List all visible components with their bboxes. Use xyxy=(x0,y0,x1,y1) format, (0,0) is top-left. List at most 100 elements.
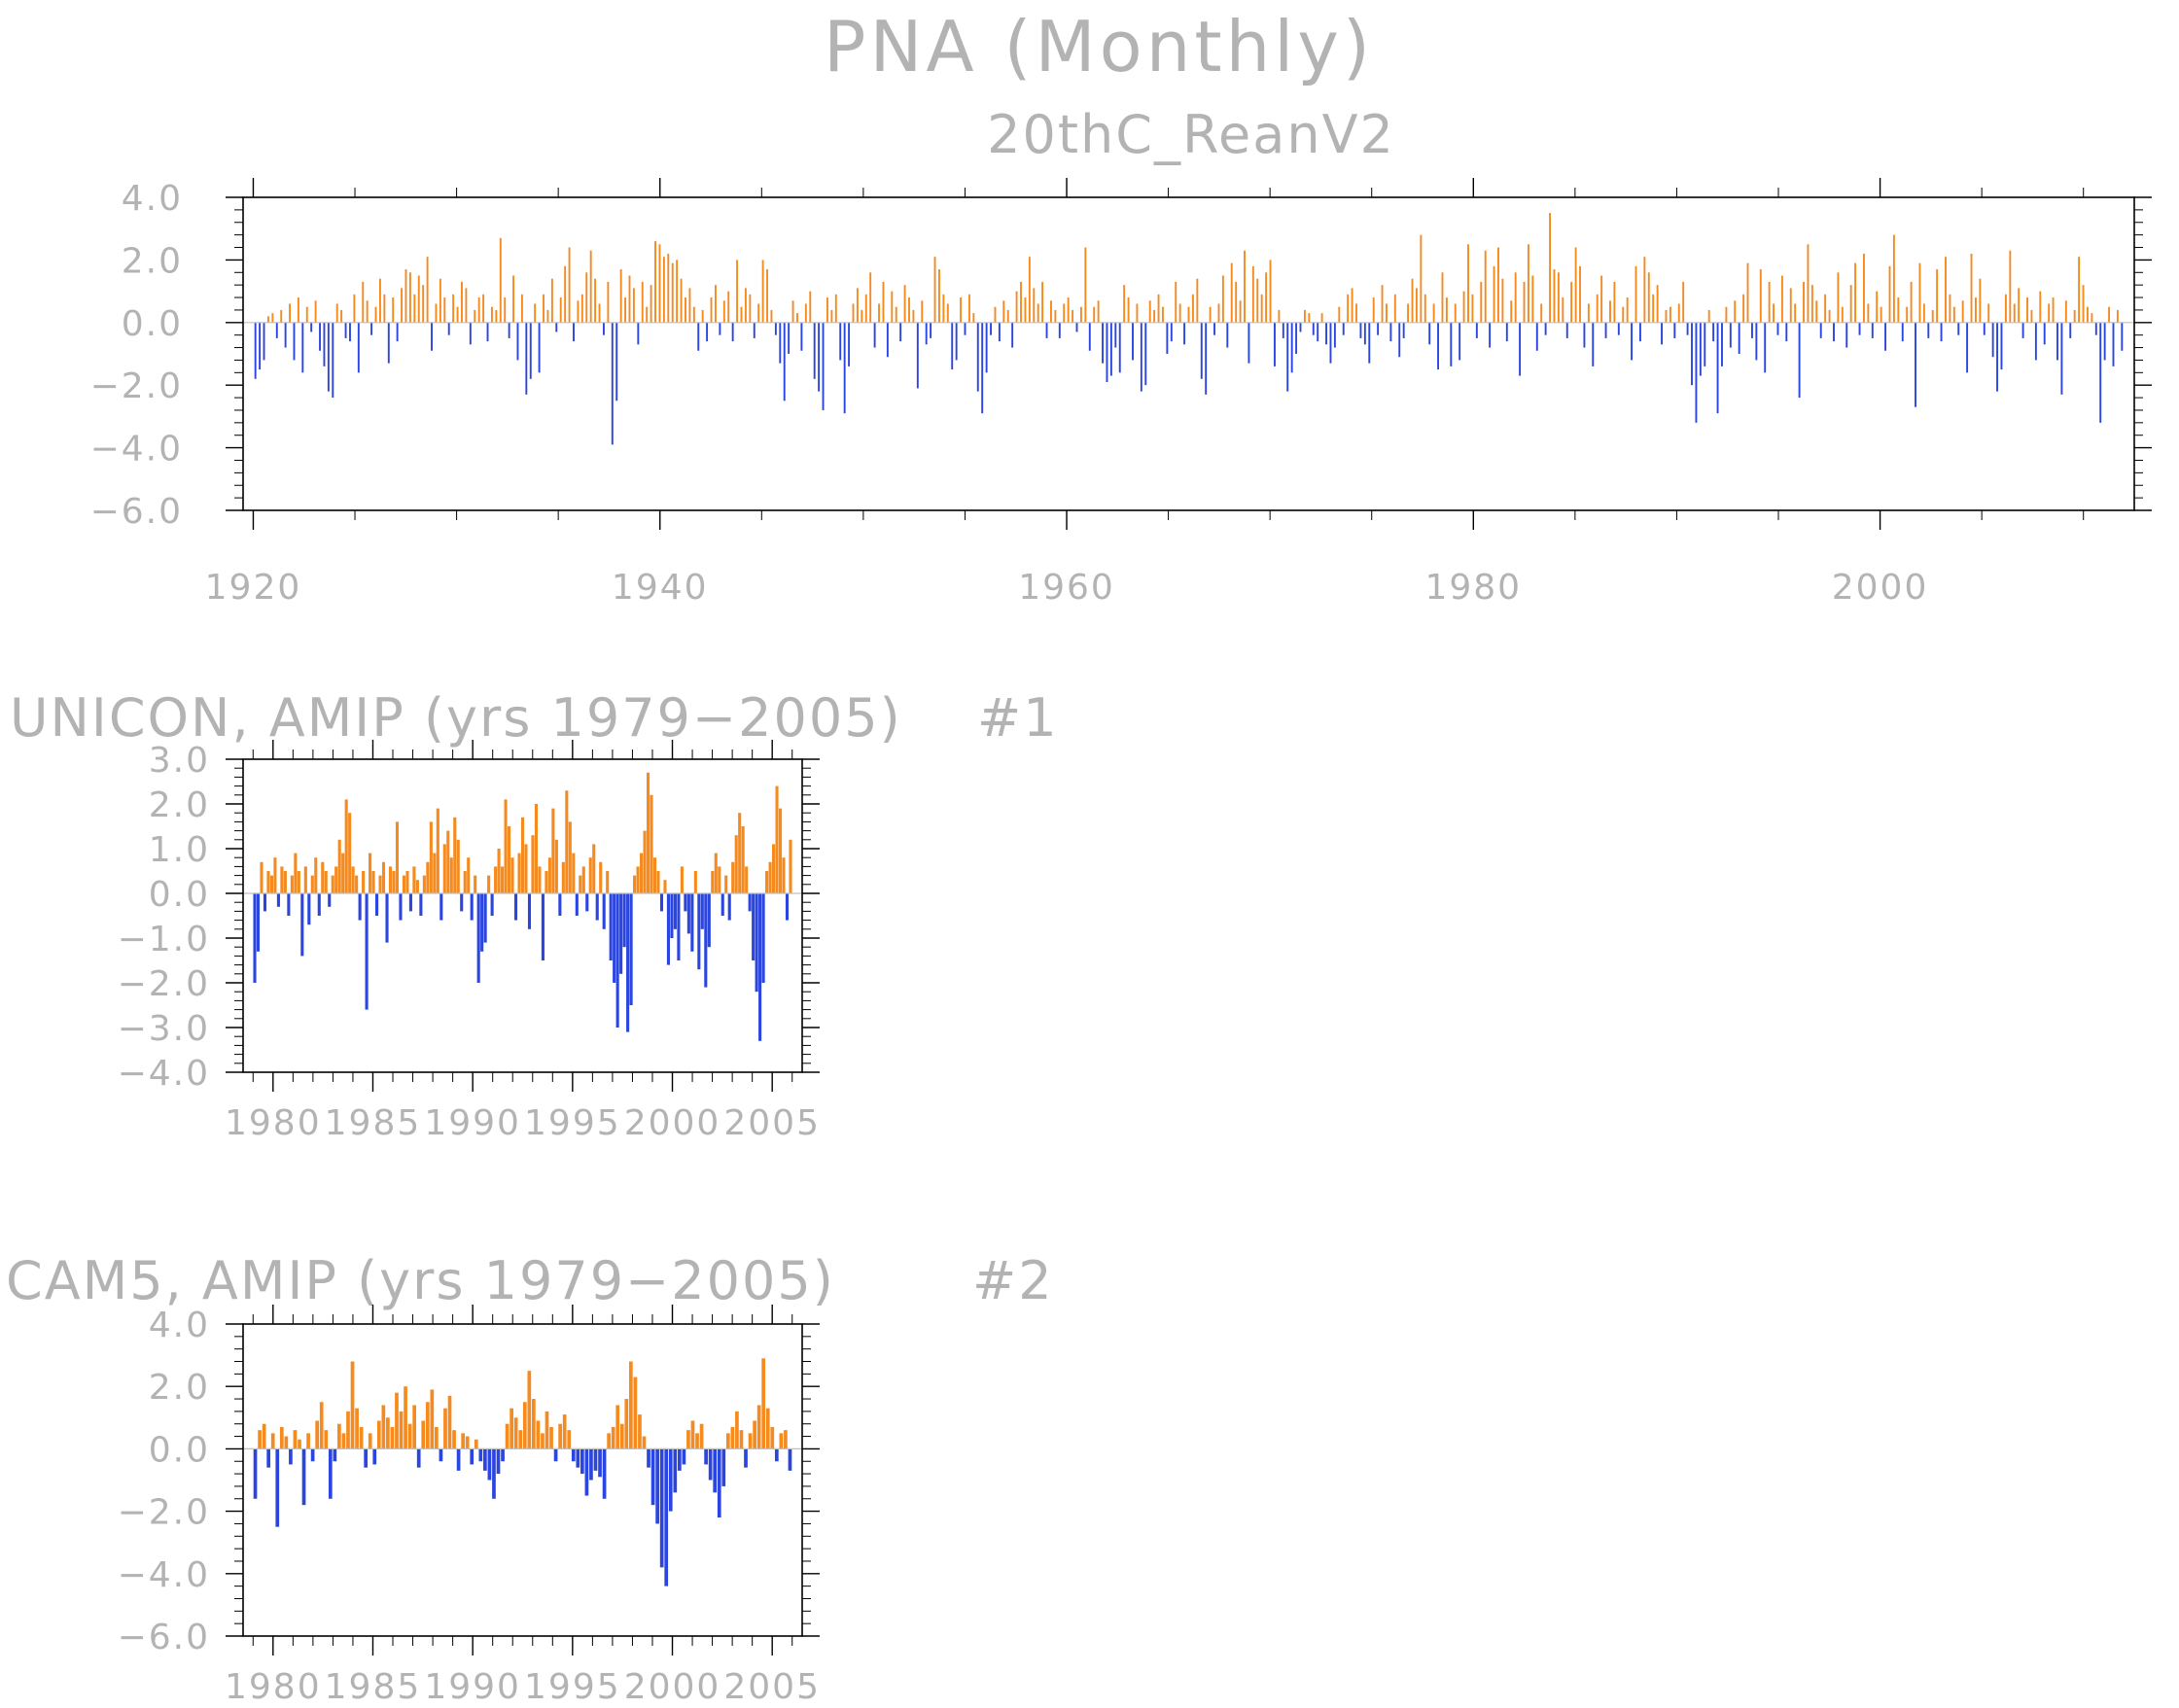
bar-positive xyxy=(461,1433,465,1449)
bar-positive xyxy=(1209,306,1212,323)
bar-positive xyxy=(449,857,453,893)
bar-positive xyxy=(641,281,644,323)
bar-negative xyxy=(387,322,390,364)
bar-positive xyxy=(369,853,372,893)
bar-negative xyxy=(1776,322,1779,335)
bar-negative xyxy=(752,893,756,960)
bar-positive xyxy=(547,857,551,893)
bar-positive xyxy=(1922,303,1925,323)
bar-positive xyxy=(362,871,366,893)
bar-positive xyxy=(946,303,949,323)
bar-negative xyxy=(408,893,412,912)
bar-positive xyxy=(378,875,382,893)
bar-positive xyxy=(321,861,325,893)
bar-positive xyxy=(324,1430,329,1449)
bar-positive xyxy=(404,1386,407,1449)
x-tick-label: 2005 xyxy=(723,1667,821,1707)
bar-positive xyxy=(1634,265,1637,323)
bar-negative xyxy=(1132,322,1134,361)
bar-negative xyxy=(2000,322,2003,370)
bar-positive xyxy=(532,1399,536,1449)
bar-positive xyxy=(351,866,355,893)
bar-negative xyxy=(704,1448,708,1465)
bar-positive xyxy=(1824,294,1827,323)
bar-negative xyxy=(275,322,278,338)
bar-positive xyxy=(545,1411,549,1449)
bar-positive xyxy=(1828,309,1831,323)
panel-2-number: #2 xyxy=(972,1250,1054,1311)
y-tick-label: 4.0 xyxy=(122,179,183,219)
bar-negative xyxy=(263,893,267,912)
bar-positive xyxy=(782,857,786,893)
bar-positive xyxy=(1794,303,1797,323)
bar-positive xyxy=(994,306,997,323)
bar-positive xyxy=(334,866,338,893)
bar-positive xyxy=(770,309,773,323)
bar-positive xyxy=(549,1426,553,1449)
bar-negative xyxy=(1785,322,1788,342)
bar-positive xyxy=(619,269,622,323)
bar-negative xyxy=(684,893,687,912)
bar-negative xyxy=(843,322,846,414)
bar-positive xyxy=(791,300,794,323)
bar-positive xyxy=(293,1430,298,1449)
bar-positive xyxy=(1050,300,1052,323)
bar-positive xyxy=(1656,285,1659,323)
bar-positive xyxy=(426,257,429,323)
bar-positive xyxy=(1803,281,1805,323)
bar-negative xyxy=(1927,322,1930,338)
bar-negative xyxy=(1274,322,1276,366)
bar-positive xyxy=(938,269,940,323)
bar-negative xyxy=(293,322,296,361)
bar-negative xyxy=(344,322,347,338)
bar-negative xyxy=(1363,322,1366,345)
bar-positive xyxy=(834,294,837,323)
figure-subtitle: 20thC_ReanV2 xyxy=(987,104,1395,165)
bar-negative xyxy=(1833,322,1835,342)
bar-negative xyxy=(2069,322,2072,338)
bar-negative xyxy=(1544,322,1547,335)
bar-positive xyxy=(474,309,476,323)
bar-positive xyxy=(412,1405,416,1449)
bar-positive xyxy=(607,1433,611,1449)
bar-positive xyxy=(435,303,438,323)
bar-negative xyxy=(469,322,472,345)
bar-positive xyxy=(714,853,718,893)
bar-negative xyxy=(1106,322,1108,382)
bar-positive xyxy=(1734,300,1737,323)
bar-positive xyxy=(1523,281,1526,323)
bar-positive xyxy=(1652,294,1655,323)
bar-positive xyxy=(1338,306,1341,323)
bar-positive xyxy=(676,260,679,323)
bar-positive xyxy=(903,285,906,323)
bar-positive xyxy=(2108,306,2111,323)
bar-negative xyxy=(301,322,304,373)
bar-positive xyxy=(1278,309,1281,323)
bar-positive xyxy=(960,297,963,323)
bar-negative xyxy=(727,893,731,921)
bar-positive xyxy=(1462,291,1465,323)
bar-negative xyxy=(365,893,369,1010)
bar-positive xyxy=(1093,306,1096,323)
bar-negative xyxy=(1673,322,1676,338)
bar-positive xyxy=(538,866,542,893)
bar-positive xyxy=(636,866,640,893)
bar-positive xyxy=(467,857,471,893)
bar-negative xyxy=(1325,322,1327,345)
bar-negative xyxy=(1712,322,1715,342)
bar-positive xyxy=(1773,303,1775,323)
bar-positive xyxy=(725,1433,730,1449)
bar-positive xyxy=(388,866,393,893)
bar-negative xyxy=(1226,322,1229,348)
bar-negative xyxy=(748,893,752,912)
bar-negative xyxy=(486,322,489,342)
bar-negative xyxy=(2121,322,2124,351)
bar-positive xyxy=(534,303,537,323)
bar-negative xyxy=(1716,322,1719,414)
bar-negative xyxy=(1901,322,1904,342)
bar-positive xyxy=(283,871,287,893)
panel-1-title: UNICON, AMIP (yrs 1979−2005) xyxy=(10,687,902,749)
bar-positive xyxy=(465,1436,470,1449)
bar-positive xyxy=(852,303,855,323)
bar-negative xyxy=(985,322,988,373)
